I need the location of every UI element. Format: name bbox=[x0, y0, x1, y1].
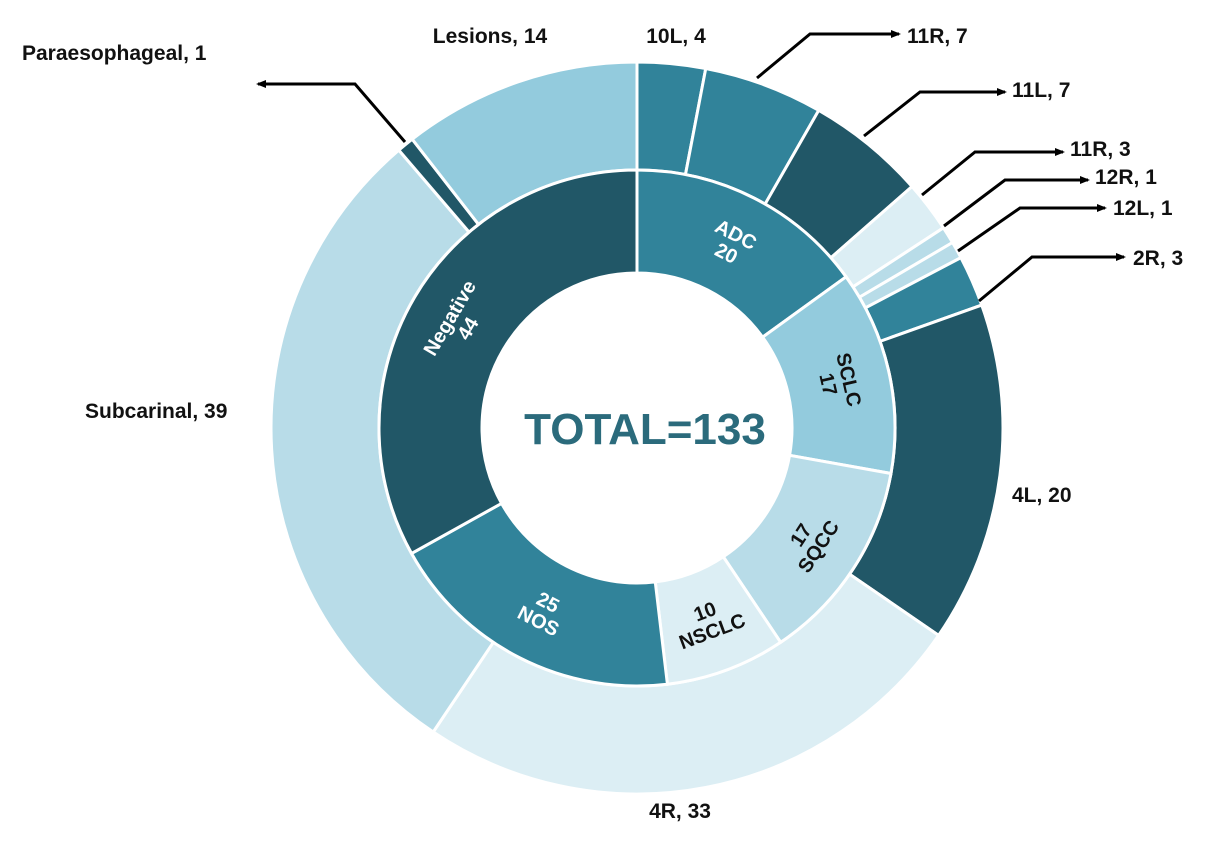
leader-arrow-12r-1 bbox=[943, 176, 1090, 228]
inner-slice-nos bbox=[409, 501, 670, 688]
inner-slice-negative bbox=[377, 168, 639, 556]
outer-label-4l-20: 4L, 20 bbox=[1012, 484, 1072, 507]
leader-arrow-2r-3 bbox=[978, 253, 1126, 303]
outer-label-11l-7: 11L, 7 bbox=[1012, 79, 1070, 102]
outer-label-2r-3: 2R, 3 bbox=[1133, 247, 1183, 270]
leader-arrow-11r-7 bbox=[756, 30, 901, 80]
leader-arrow-11l-7 bbox=[863, 88, 1007, 138]
outer-label-12l-1: 12L, 1 bbox=[1113, 197, 1173, 220]
outer-label-12r-1: 12R, 1 bbox=[1095, 166, 1157, 189]
leader-lines bbox=[256, 30, 1126, 303]
outer-label-10l-4: 10L, 4 bbox=[646, 25, 706, 48]
leader-arrow-12l-1 bbox=[957, 204, 1107, 253]
leader-arrow-11r-3 bbox=[921, 148, 1065, 197]
outer-label-paraesophageal-1: Paraesophageal, 1 bbox=[22, 42, 207, 65]
outer-label-4r-33: 4R, 33 bbox=[649, 800, 711, 823]
center-total-label: TOTAL=133 bbox=[524, 405, 766, 454]
leader-arrow-paraesophageal-1 bbox=[256, 80, 407, 143]
outer-label-11r-3: 11R, 3 bbox=[1070, 138, 1131, 161]
outer-label-11r-7: 11R, 7 bbox=[907, 25, 968, 48]
outer-label-lesions-14: Lesions, 14 bbox=[433, 25, 548, 48]
outer-label-subcarinal-39: Subcarinal, 39 bbox=[85, 400, 227, 423]
inner-ring bbox=[377, 168, 897, 688]
outer-labels: 10L, 4 11R, 7 11L, 7 11R, 3 12R, 1 12L, 1 2R, … bbox=[22, 25, 1183, 823]
